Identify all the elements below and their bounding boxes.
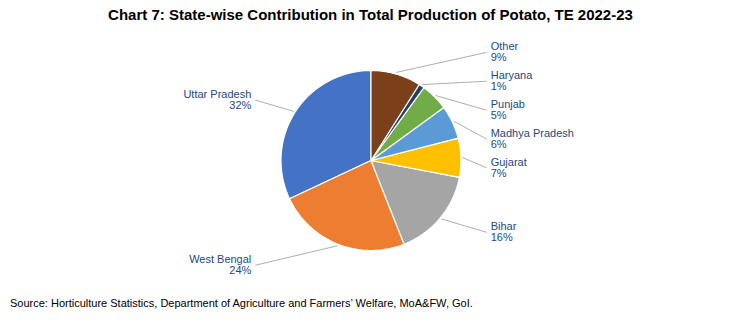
svg-text:Madhya Pradesh6%: Madhya Pradesh6% xyxy=(491,127,574,150)
svg-text:Bihar16%: Bihar16% xyxy=(491,220,517,243)
html-text:Source: Horticulture Statistic: Source: Horticulture Statistics, Departm… xyxy=(10,297,473,309)
svg-text:Uttar Pradesh32%: Uttar Pradesh32% xyxy=(183,88,251,111)
svg-text:Other9%: Other9% xyxy=(491,40,519,63)
svg-text:Gujarat7%: Gujarat7% xyxy=(491,156,527,179)
svg-text:Haryana1%: Haryana1% xyxy=(491,69,533,92)
svg-text:West Bengal24%: West Bengal24% xyxy=(189,253,251,276)
html-text:Chart 7: State-wise Contributi: Chart 7: State-wise Contribution in Tota… xyxy=(108,6,633,23)
svg-text:Punjab5%: Punjab5% xyxy=(491,98,525,121)
